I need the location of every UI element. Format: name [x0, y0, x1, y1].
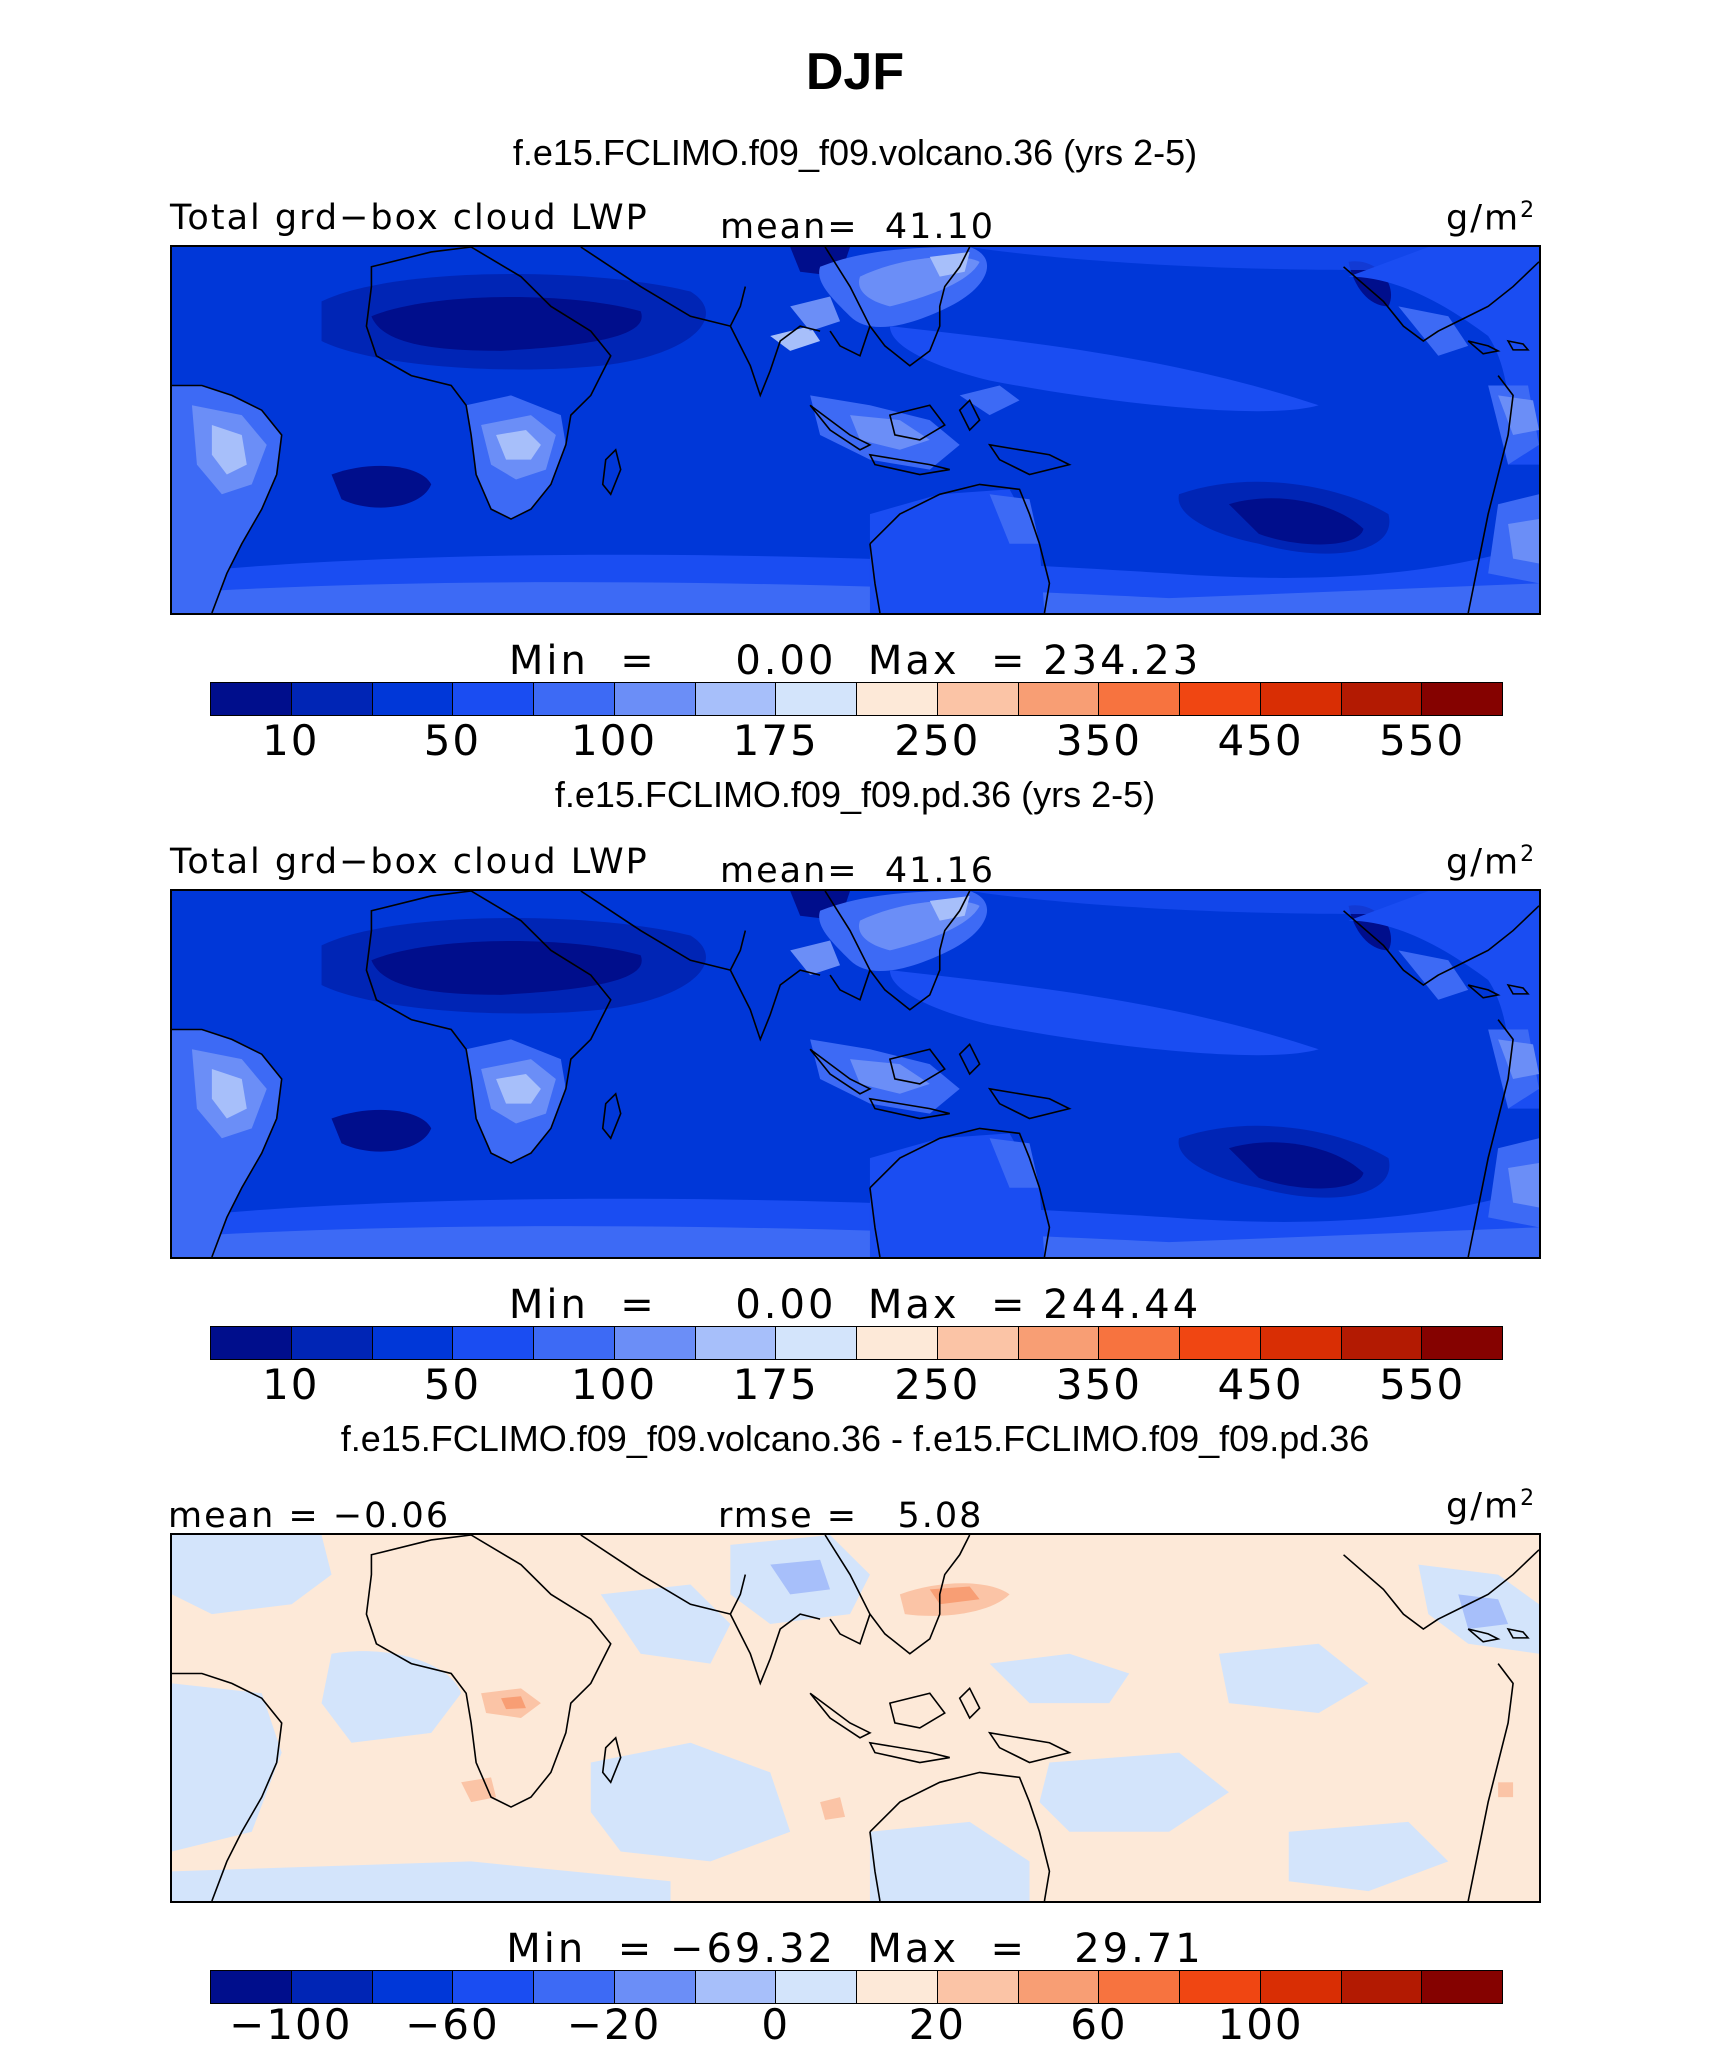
- colorbar-swatch: [453, 1327, 534, 1359]
- colorbar-swatch: [695, 1327, 777, 1359]
- colorbar-tick-label: 175: [732, 1360, 819, 1409]
- colorbar-swatch: [614, 1327, 696, 1359]
- colorbar-swatch: [453, 1971, 534, 2003]
- colorbar-swatch: [857, 683, 938, 715]
- colorbar-tick-label: 50: [423, 1360, 482, 1409]
- panel3-rmse-label: rmse = 5.08: [718, 1496, 984, 1536]
- colorbar-swatch: [372, 1327, 454, 1359]
- lwp-diff-field: [172, 1535, 1539, 1901]
- colorbar-swatch: [211, 1327, 292, 1359]
- panel2-minmax: Min = 0.00 Max = 244.44: [508, 1282, 1202, 1328]
- panel1-colorbar: [210, 682, 1503, 716]
- colorbar-tick-label: 50: [423, 716, 482, 765]
- colorbar-swatch: [857, 1327, 938, 1359]
- colorbar-swatch: [1180, 1327, 1261, 1359]
- colorbar-swatch: [776, 1327, 857, 1359]
- panel1-units-label: g/m2: [1446, 198, 1537, 239]
- colorbar-swatch: [695, 1971, 777, 2003]
- lwp-volcano-field: [172, 247, 1539, 613]
- panel2-map: [170, 889, 1541, 1259]
- colorbar-swatch: [1099, 1971, 1180, 2003]
- colorbar-swatch: [1341, 1971, 1423, 2003]
- colorbar-tick-label: 550: [1379, 1360, 1466, 1409]
- panel1-map: [170, 245, 1541, 615]
- colorbar-swatch: [776, 683, 857, 715]
- colorbar-swatch: [211, 1971, 292, 2003]
- colorbar-tick-label: 100: [570, 1360, 658, 1409]
- colorbar-swatch: [614, 683, 696, 715]
- panel3-colorbar: [210, 1970, 1503, 2004]
- colorbar-swatch: [614, 1971, 696, 2003]
- colorbar-swatch: [453, 683, 534, 715]
- colorbar-swatch: [1260, 1327, 1342, 1359]
- colorbar-swatch: [1180, 683, 1261, 715]
- colorbar-swatch: [534, 1327, 615, 1359]
- colorbar-swatch: [937, 683, 1019, 715]
- colorbar-swatch: [776, 1971, 857, 2003]
- colorbar-tick-label: 350: [1055, 716, 1143, 765]
- colorbar-tick-label: −100: [229, 2000, 353, 2049]
- colorbar-tick-label: −60: [405, 2000, 500, 2049]
- colorbar-tick-label: 450: [1217, 1360, 1304, 1409]
- page-title: DJF: [805, 43, 905, 101]
- lwp-pd-field: [172, 891, 1539, 1257]
- colorbar-tick-label: 175: [732, 716, 819, 765]
- panel2-units-label: g/m2: [1446, 842, 1537, 883]
- panel3-subtitle: f.e15.FCLIMO.f09_f09.volcano.36 - f.e15.…: [340, 1418, 1370, 1459]
- colorbar-swatch: [372, 683, 454, 715]
- colorbar-swatch: [1341, 683, 1423, 715]
- colorbar-swatch: [857, 1971, 938, 2003]
- colorbar-tick-label: 10: [262, 1360, 320, 1409]
- colorbar-swatch: [1018, 1971, 1100, 2003]
- colorbar-swatch: [937, 1971, 1019, 2003]
- panel3-units-label: g/m2: [1446, 1486, 1537, 1527]
- colorbar-swatch: [1341, 1327, 1423, 1359]
- panel1-mean-label: mean= 41.10: [720, 207, 996, 247]
- colorbar-tick-label: 100: [1217, 2000, 1304, 2049]
- colorbar-swatch: [211, 683, 292, 715]
- colorbar-tick-label: 10: [262, 716, 320, 765]
- colorbar-swatch: [1260, 1971, 1342, 2003]
- colorbar-tick-label: −20: [566, 2000, 662, 2049]
- panel2-subtitle: f.e15.FCLIMO.f09_f09.pd.36 (yrs 2-5): [554, 774, 1156, 815]
- colorbar-swatch: [1422, 1971, 1502, 2003]
- panel2-mean-label: mean= 41.16: [720, 851, 996, 891]
- colorbar-swatch: [291, 683, 373, 715]
- colorbar-swatch: [534, 1971, 615, 2003]
- panel2-colorbar: [210, 1326, 1503, 1360]
- colorbar-swatch: [1018, 1327, 1100, 1359]
- panel1-variable-label: Total grd−box cloud LWP: [170, 198, 649, 238]
- colorbar-swatch: [1099, 1327, 1180, 1359]
- panel1-subtitle: f.e15.FCLIMO.f09_f09.volcano.36 (yrs 2-5…: [512, 132, 1198, 173]
- colorbar-swatch: [1260, 683, 1342, 715]
- colorbar-swatch: [695, 683, 777, 715]
- colorbar-tick-label: 0: [761, 2000, 791, 2049]
- panel3-mean-label: mean = −0.06: [168, 1496, 451, 1536]
- panel1-minmax: Min = 0.00 Max = 234.23: [508, 638, 1202, 684]
- colorbar-tick-label: 350: [1055, 1360, 1143, 1409]
- colorbar-tick-label: 100: [570, 716, 658, 765]
- colorbar-tick-label: 450: [1217, 716, 1304, 765]
- colorbar-swatch: [1422, 1327, 1502, 1359]
- panel2-colorbar-ticks: 10 50 100 175 250 350 450 550: [210, 1360, 1503, 1410]
- colorbar-swatch: [291, 1971, 373, 2003]
- colorbar-swatch: [1018, 683, 1100, 715]
- colorbar-swatch: [1099, 683, 1180, 715]
- colorbar-swatch: [937, 1327, 1019, 1359]
- panel2-variable-label: Total grd−box cloud LWP: [170, 842, 649, 882]
- colorbar-tick-label: 250: [894, 716, 981, 765]
- colorbar-tick-label: 20: [908, 2000, 967, 2049]
- colorbar-swatch: [1180, 1971, 1261, 2003]
- colorbar-tick-label: 250: [894, 1360, 981, 1409]
- colorbar-swatch: [291, 1327, 373, 1359]
- panel1-colorbar-ticks: 10 50 100 175 250 350 450 550: [210, 716, 1503, 766]
- panel3-minmax: Min = −69.32 Max = 29.71: [506, 1926, 1204, 1972]
- colorbar-swatch: [1422, 683, 1502, 715]
- colorbar-swatch: [372, 1971, 454, 2003]
- panel3-map: [170, 1533, 1541, 1903]
- panel3-colorbar-ticks: −100 −60 −20 0 20 60 100: [210, 2000, 1503, 2050]
- colorbar-tick-label: 550: [1379, 716, 1466, 765]
- colorbar-swatch: [534, 683, 615, 715]
- colorbar-tick-label: 60: [1070, 2000, 1128, 2049]
